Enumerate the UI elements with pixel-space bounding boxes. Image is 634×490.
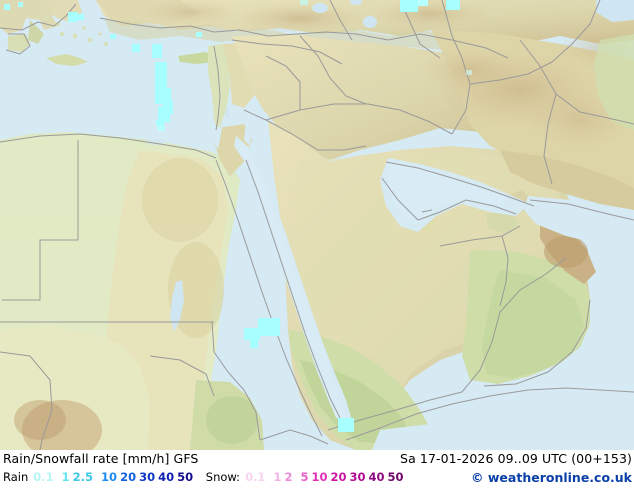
snow-scale-stop-2: 2 [284,470,293,484]
snow-scale-stop-1: 1 [273,470,282,484]
precipitation-legend: Rain 0.1 1 2.5 10 20 30 40 50 Snow: 0.1 1 2 5 10 20 30 4… [3,470,404,484]
precipitation-overlay [4,0,472,432]
map-graphic [0,0,634,450]
snow-scale-stop-20: 20 [330,470,347,484]
snow-scale-stop-30: 30 [349,470,366,484]
map-title: Rain/Snowfall rate [mm/h] GFS [3,451,199,466]
snow-scale-stop-40: 40 [368,470,385,484]
rain-scale: 0.1 1 2.5 10 20 30 40 50 [28,470,193,484]
copyright-notice[interactable]: © weatheronline.co.uk [471,470,632,485]
rain-scale-stop-50: 50 [177,470,194,484]
map-datetime: Sa 17-01-2026 09..09 UTC (00+153) [400,451,632,466]
rain-scale-stop-10: 10 [101,470,118,484]
rain-scale-stop-20: 20 [120,470,137,484]
snow-legend-label: Snow: [205,470,241,484]
rain-scale-stop-2.5: 2.5 [72,470,94,484]
weather-map-canvas[interactable] [0,0,634,450]
rain-scale-stop-30: 30 [139,470,156,484]
footer-title-row: Rain/Snowfall rate [mm/h] GFS Sa 17-01-2… [0,450,634,470]
snow-scale-stop-10: 10 [311,470,328,484]
snow-scale-stop-0.1: 0.1 [245,470,266,484]
footer-legend-row: Rain 0.1 1 2.5 10 20 30 40 50 Snow: 0.1 1 2 5 10 20 30 4… [0,469,634,489]
snow-scale: 0.1 1 2 5 10 20 30 40 50 [240,470,404,484]
snow-scale-stop-5: 5 [300,470,309,484]
rain-scale-stop-1: 1 [61,470,70,484]
rain-scale-stop-0.1: 0.1 [33,470,54,484]
rain-legend-label: Rain [3,470,29,484]
snow-scale-stop-50: 50 [387,470,404,484]
rain-scale-stop-40: 40 [158,470,175,484]
map-footer: Rain/Snowfall rate [mm/h] GFS Sa 17-01-2… [0,450,634,490]
